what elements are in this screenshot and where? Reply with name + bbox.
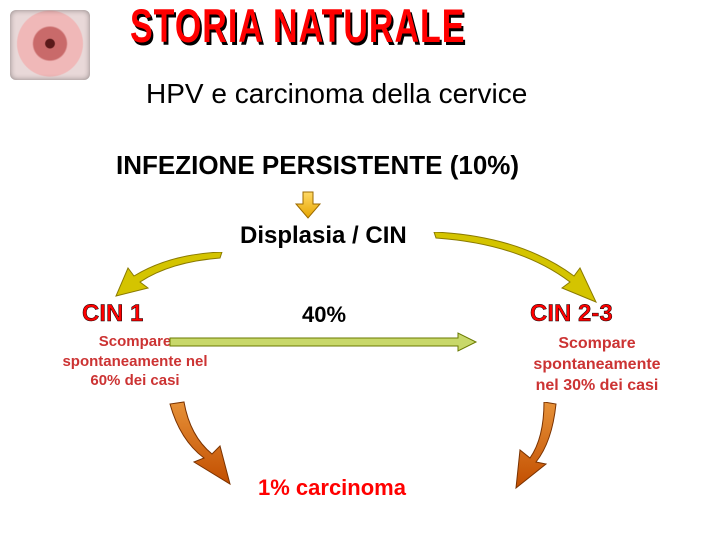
arrow-big-down-left xyxy=(150,400,250,490)
arrow-down-small xyxy=(294,190,322,220)
cin23-sub-line1: Scompare xyxy=(512,334,682,355)
cin1-sub-line3: 60% dei casi xyxy=(50,371,220,391)
cin1-label: CIN 1 xyxy=(82,300,143,328)
title-main: STORIA NATURALE xyxy=(130,0,465,55)
subtitle: HPV e carcinoma della cervice xyxy=(146,78,527,110)
pct-40: 40% xyxy=(302,302,346,328)
cin23-sub: Scompare spontaneamente nel 30% dei casi xyxy=(512,334,682,396)
arrow-long-right xyxy=(168,332,478,352)
cin23-sub-line3: nel 30% dei casi xyxy=(512,376,682,397)
cin1-sub-line2: spontaneamente nel xyxy=(50,352,220,372)
arrow-big-down-right xyxy=(500,402,580,492)
heading-infezione: INFEZIONE PERSISTENTE (10%) xyxy=(116,150,519,181)
cervix-image xyxy=(10,10,90,80)
cin23-sub-line2: spontaneamente xyxy=(512,355,682,376)
displasia-label: Displasia / CIN xyxy=(240,222,407,250)
cin23-label: CIN 2-3 xyxy=(530,300,613,328)
carcinoma-label: 1% carcinoma xyxy=(258,475,406,501)
